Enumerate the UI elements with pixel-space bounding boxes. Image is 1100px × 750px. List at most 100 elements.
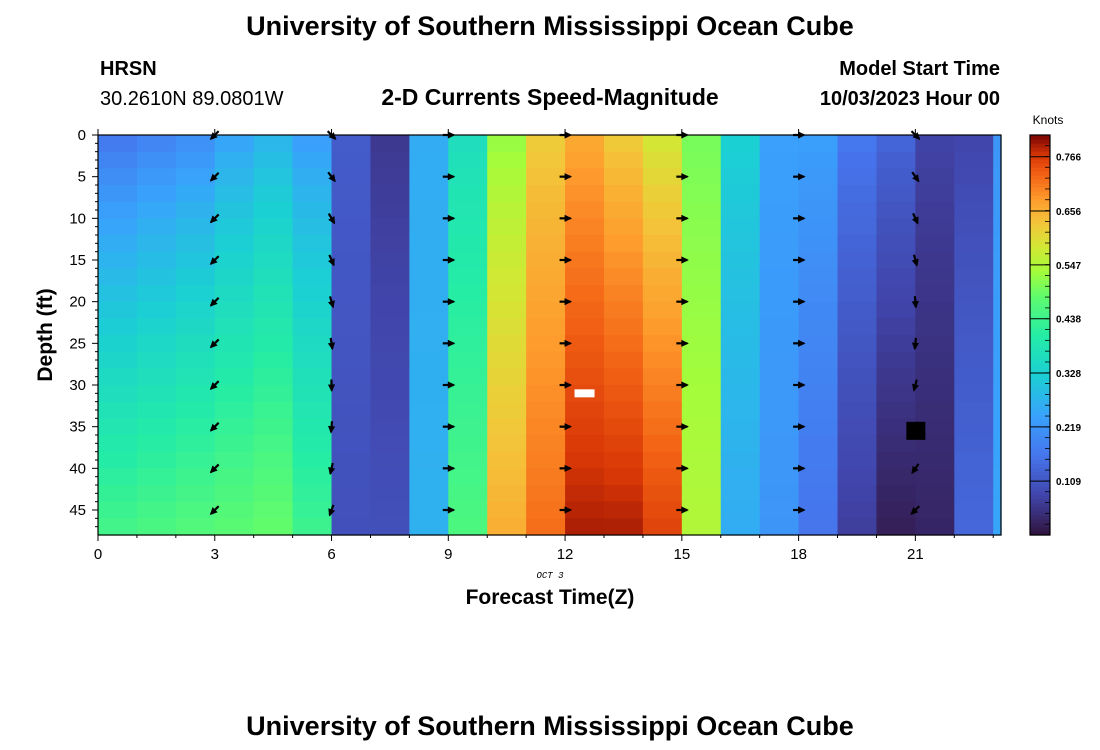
colorbar-swatch	[1030, 407, 1050, 412]
heatmap-cell	[720, 468, 761, 486]
heatmap-cell	[681, 468, 722, 486]
heatmap-cell	[798, 151, 839, 169]
current-vector-arrow	[327, 296, 335, 309]
colorbar-swatch	[1030, 387, 1050, 392]
colorbar-swatch	[1030, 159, 1050, 164]
current-vector-arrow	[559, 464, 573, 472]
heatmap-cell	[993, 401, 1002, 419]
current-vector-arrow	[676, 381, 689, 389]
heatmap-cell	[954, 168, 994, 186]
heatmap-cell	[214, 468, 255, 486]
heatmap-cell	[993, 201, 1002, 219]
heatmap-cell	[136, 468, 177, 486]
heatmap-cell	[409, 468, 449, 486]
colorbar-swatch	[1030, 411, 1050, 416]
heatmap-cell	[409, 151, 449, 169]
x-tick-label: 0	[94, 546, 102, 563]
heatmap-cell	[993, 485, 1002, 503]
heatmap-cell	[175, 201, 216, 219]
colorbar-swatch	[1030, 271, 1050, 276]
colorbar-swatch	[1030, 515, 1050, 520]
heatmap-cell	[603, 268, 644, 286]
heatmap-cell	[954, 285, 994, 303]
heatmap-cell	[642, 201, 683, 219]
current-vector-arrow	[328, 421, 336, 434]
heatmap-cell	[565, 235, 605, 253]
heatmap-cell	[98, 168, 138, 186]
x-tick-label: 21	[907, 546, 924, 563]
heatmap-cell	[837, 151, 878, 169]
current-vector-arrow	[676, 214, 689, 222]
heatmap-cell	[448, 335, 488, 353]
heatmap-cell	[681, 351, 722, 369]
heatmap-cell	[370, 235, 410, 253]
heatmap-cell	[331, 485, 372, 503]
heatmap-cell	[331, 285, 372, 303]
heatmap-cell	[136, 135, 177, 153]
heatmap-cell	[798, 168, 839, 186]
colorbar-swatch	[1030, 135, 1050, 140]
heatmap-cell	[214, 418, 255, 436]
heatmap-cell	[954, 485, 994, 503]
heatmap-cell	[331, 218, 372, 236]
heatmap-cell	[954, 468, 994, 486]
heatmap-cell	[214, 185, 255, 203]
heatmap-cell	[175, 418, 216, 436]
heatmap-cell	[448, 435, 488, 453]
heatmap-cell	[136, 418, 177, 436]
heatmap-cell	[876, 401, 916, 419]
colorbar-swatch	[1030, 527, 1050, 532]
heatmap-cell	[603, 501, 644, 519]
colorbar-swatch	[1030, 495, 1050, 500]
current-vector-arrow	[676, 464, 689, 472]
y-tick-label: 35	[69, 419, 86, 436]
heatmap-cell	[409, 168, 449, 186]
colorbar-swatch	[1030, 471, 1050, 476]
current-vector-arrow	[911, 463, 920, 475]
heatmap-cell	[915, 385, 955, 403]
heatmap-cell	[993, 468, 1002, 486]
heatmap-cell	[759, 518, 800, 536]
colorbar-swatch	[1030, 215, 1050, 220]
heatmap-cell	[954, 435, 994, 453]
heatmap-cell	[331, 251, 372, 269]
heatmap-cell	[798, 235, 839, 253]
heatmap-cell	[798, 351, 839, 369]
colorbar-swatch	[1030, 247, 1050, 252]
heatmap-cell	[681, 335, 722, 353]
heatmap-cell	[681, 251, 722, 269]
heatmap-cell	[681, 401, 722, 419]
colorbar-swatch	[1030, 355, 1050, 360]
heatmap-cell	[681, 151, 722, 169]
heatmap-cell	[136, 368, 177, 386]
heatmap-cell	[915, 468, 955, 486]
current-vector-arrow	[209, 172, 220, 182]
heatmap-cell	[292, 418, 333, 436]
heatmap-cell	[642, 401, 683, 419]
heatmap-cell	[331, 451, 372, 469]
current-vector-arrow	[328, 254, 335, 267]
heatmap-cell	[681, 185, 722, 203]
heatmap-cell	[876, 235, 916, 253]
heatmap-cell	[720, 201, 761, 219]
heatmap-cell	[370, 435, 410, 453]
heatmap-cell	[565, 251, 605, 269]
heatmap-cell	[331, 335, 372, 353]
heatmap-cell	[175, 285, 216, 303]
heatmap-cell	[603, 135, 644, 153]
heatmap-cell	[759, 385, 800, 403]
heatmap-cell	[642, 501, 683, 519]
current-vector-arrow	[442, 173, 456, 181]
heatmap-cell	[526, 451, 566, 469]
current-vector-arrow	[442, 464, 456, 472]
heatmap-cell	[603, 335, 644, 353]
heatmap-cell	[253, 385, 294, 403]
heatmap-cell	[526, 301, 566, 319]
heatmap-cell	[409, 318, 449, 336]
heatmap-cell	[642, 268, 683, 286]
white-marker-box	[574, 389, 595, 398]
colorbar-swatch	[1030, 219, 1050, 224]
heatmap-cell	[331, 318, 372, 336]
y-tick-label: 10	[69, 210, 86, 227]
current-vector-arrow	[793, 464, 806, 472]
